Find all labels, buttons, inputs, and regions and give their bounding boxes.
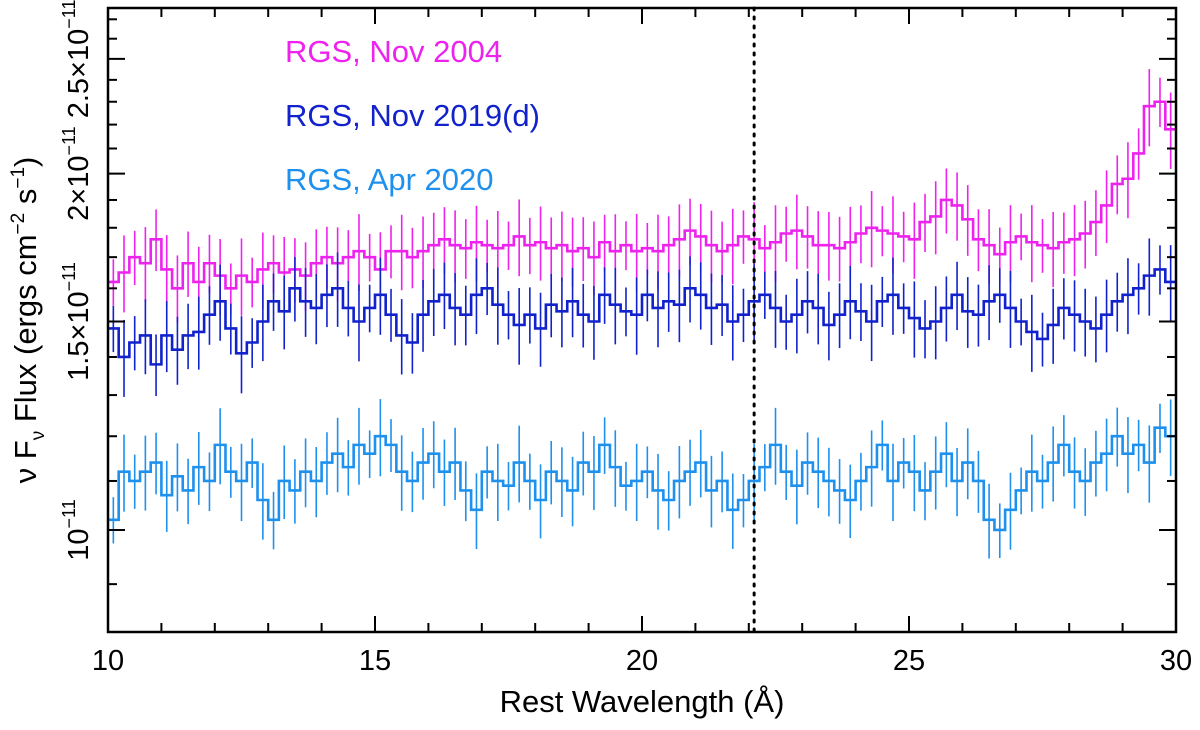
series-step-line: [108, 268, 1176, 366]
x-tick-label: 10: [92, 645, 124, 677]
x-tick-label: 15: [359, 645, 391, 677]
y-tick-label: 2.5×10−11: [59, 0, 95, 118]
series-group: [108, 399, 1176, 559]
legend-entry: RGS, Nov 2019(d): [285, 98, 540, 133]
y-tick-label: 1.5×10−11: [59, 262, 95, 381]
y-axis-title: ν Fν Flux (ergs cm−2 s−1): [8, 157, 49, 484]
x-axis-title: Rest Wavelength (Å): [500, 684, 785, 719]
legend-entry: RGS, Apr 2020: [285, 162, 494, 197]
y-tick-label: 2×10−11: [59, 126, 95, 221]
x-tick-label: 20: [626, 645, 658, 677]
series-group: [108, 238, 1176, 397]
y-tick-label: 10−11: [59, 499, 95, 560]
series-group: [108, 69, 1176, 324]
legend: RGS, Nov 2004 RGS, Nov 2019(d) RGS, Apr …: [285, 34, 540, 197]
legend-entry: RGS, Nov 2004: [285, 34, 502, 69]
x-tick-label: 30: [1160, 645, 1192, 677]
series-step-line: [108, 426, 1176, 532]
series-step-line: [108, 100, 1176, 290]
axis-ticks: 10 15 20 25 30 10−11 1.5×10−11 2×10−11 2.5×10−11: [59, 0, 1192, 677]
series-layer: [108, 69, 1176, 559]
x-tick-label: 25: [893, 645, 925, 677]
